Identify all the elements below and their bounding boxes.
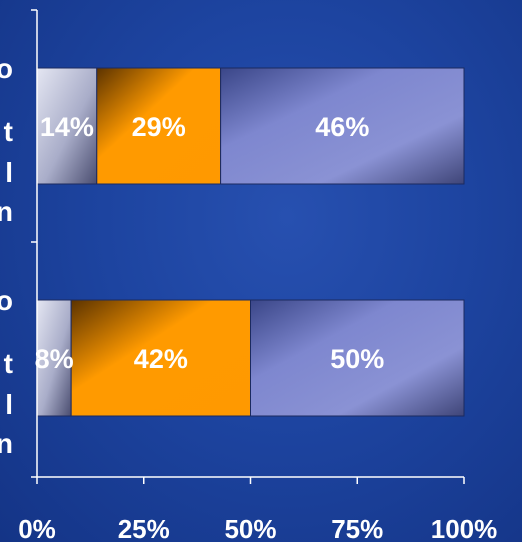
category-label-1-part-4: n (0, 196, 13, 227)
data-label-1-1: 14% (40, 112, 94, 142)
category-label-1-part-3: l (5, 157, 13, 188)
bar-segment-1-3 (220, 67, 465, 185)
category-label-2: o tln (0, 285, 13, 459)
x-tick-label-3: 50% (224, 514, 276, 542)
category-label-2-part-3: l (5, 389, 13, 420)
x-tick-label-2: 25% (118, 514, 170, 542)
data-label-1-3: 46% (315, 112, 369, 142)
category-label-1-part-1: o (0, 53, 13, 84)
category-label-1-part-2: t (4, 116, 13, 147)
bars-layer (36, 67, 465, 417)
category-label-1: o tln (0, 53, 13, 227)
bar-segment-2-2 (70, 299, 251, 417)
category-label-2-part-1: o (0, 285, 13, 316)
data-label-2-1: 8% (35, 344, 74, 374)
bar-segment-1-2 (96, 67, 222, 185)
data-label-1-2: 29% (132, 112, 186, 142)
bar-segment-1-1 (36, 67, 98, 185)
category-label-2-part-2: t (4, 348, 13, 379)
category-label-2-part-4: n (0, 428, 13, 459)
x-tick-label-5: 100% (431, 514, 498, 542)
axis-layer (31, 9, 465, 484)
data-label-2-2: 42% (134, 344, 188, 374)
data-label-2-3: 50% (330, 344, 384, 374)
x-tick-label-1: 0% (18, 514, 56, 542)
bar-segment-2-3 (250, 299, 465, 417)
x-tick-label-4: 75% (331, 514, 383, 542)
